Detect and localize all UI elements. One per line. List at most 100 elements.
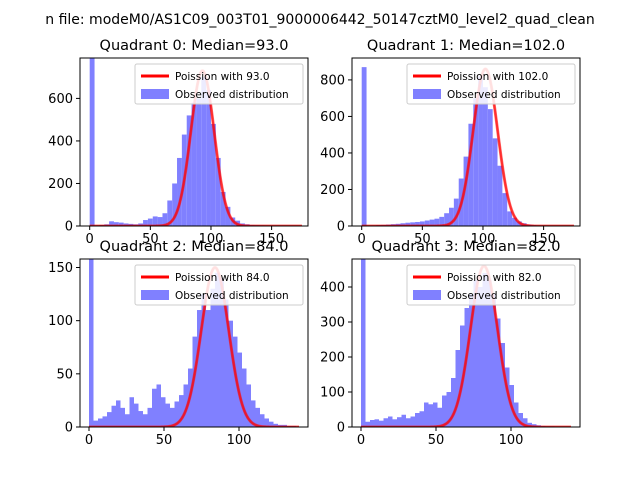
histogram-bar	[161, 397, 166, 427]
legend-label-poisson: Poission with 82.0	[447, 272, 542, 284]
histogram-bar	[183, 384, 188, 427]
y-tick-label: 200	[320, 183, 345, 198]
legend-box	[406, 63, 576, 105]
y-tick-label: 400	[320, 281, 345, 296]
histogram-bar	[111, 405, 116, 427]
legend-bar-swatch	[413, 290, 441, 300]
histogram-bar	[147, 218, 153, 226]
histogram-bar	[437, 407, 442, 427]
histogram-bar	[446, 392, 451, 427]
histogram-bar	[512, 217, 517, 226]
x-tick-label: 50	[414, 232, 431, 247]
y-tick-label: 0	[337, 421, 345, 436]
y-tick-label: 0	[65, 220, 73, 235]
plot-area	[360, 67, 575, 226]
subplot-quadrant-1: 0 50 100 150 0 200 400 600 800 Quadrant 1: Median…	[320, 38, 581, 247]
histogram-bar	[444, 213, 450, 226]
histogram-bar	[129, 397, 134, 427]
histogram-bar	[453, 198, 459, 226]
histogram-bar	[428, 404, 433, 427]
histogram-bar	[220, 191, 226, 226]
x-tick-label: 150	[531, 232, 556, 247]
histogram-bar	[424, 402, 429, 427]
histogram-bar	[451, 378, 456, 427]
histogram-bar	[191, 102, 197, 226]
y-tick-label: 400	[48, 134, 73, 149]
x-tick-label: 100	[471, 232, 496, 247]
histogram-bar	[165, 403, 170, 427]
legend-label-observed: Observed distribution	[447, 89, 561, 101]
histogram-bar	[397, 417, 402, 427]
histogram-bar	[107, 412, 112, 427]
y-tick-label: 50	[56, 367, 73, 382]
x-tick-label: 0	[357, 433, 365, 448]
y-tick-label: 400	[320, 146, 345, 161]
legend: Poission with 82.0 Observed distribution	[406, 264, 576, 306]
subplot-title: Quadrant 0: Median=93.0	[100, 38, 289, 54]
histogram-bar	[496, 318, 501, 427]
histogram-bar	[415, 221, 420, 226]
histogram-bar	[429, 219, 435, 226]
histogram-bar	[392, 419, 397, 427]
y-tick-label: 600	[48, 92, 73, 107]
histogram-bar	[455, 350, 460, 427]
histogram-bar	[89, 259, 94, 427]
histogram-bar	[405, 222, 411, 226]
histogram-bar	[482, 87, 488, 226]
histogram-bar	[379, 420, 384, 427]
legend-label-poisson: Poission with 102.0	[447, 71, 548, 83]
y-tick-label: 150	[48, 261, 73, 276]
legend-box	[134, 264, 304, 306]
histogram-bar	[527, 422, 532, 427]
legend: Poission with 93.0 Observed distribution	[134, 63, 304, 105]
histogram-bar	[497, 165, 503, 226]
histogram-bar	[109, 221, 114, 226]
figure-suptitle: n file: modeM0/AS1C09_003T01_9000006442_…	[45, 12, 594, 28]
x-tick-label: 0	[85, 433, 93, 448]
histogram-bar	[424, 220, 430, 226]
histogram-bar	[210, 288, 215, 427]
histogram-bar	[147, 407, 152, 427]
legend-box	[406, 264, 576, 306]
histogram-bar	[507, 211, 513, 226]
histogram-bar	[255, 407, 260, 427]
histogram-bar	[206, 89, 211, 226]
histogram-bar	[419, 411, 424, 427]
histogram-bar	[415, 413, 420, 427]
y-tick-label: 800	[320, 73, 345, 88]
histogram-bar	[388, 416, 393, 427]
histogram-bar	[219, 278, 224, 427]
histogram-bar	[206, 310, 211, 427]
histogram-bar	[215, 272, 220, 427]
histogram-bar	[410, 222, 416, 226]
histogram-bar	[518, 413, 523, 427]
histogram-bar	[102, 416, 107, 427]
histogram-bar	[478, 76, 483, 226]
legend-bar-swatch	[141, 290, 169, 300]
histogram-bar	[469, 294, 474, 427]
histogram-bar	[170, 407, 175, 427]
histogram-bar	[167, 200, 173, 226]
histogram-bar	[225, 206, 231, 226]
legend-bar-swatch	[413, 89, 441, 99]
histogram-bar	[201, 294, 206, 427]
histogram-bar	[374, 419, 379, 427]
histogram-bar	[487, 109, 493, 226]
histogram-bar	[192, 336, 197, 427]
subplot-quadrant-3: 0 50 100 0 100 200 300 400 Quadrant 3: Median=82…	[320, 239, 581, 448]
histogram-bar	[242, 368, 247, 427]
histogram-bar	[434, 218, 440, 226]
histogram-bar	[197, 310, 202, 427]
histogram-bar	[196, 98, 202, 226]
histogram-bar	[201, 77, 207, 226]
histogram-bar	[505, 367, 510, 427]
histogram-bar	[233, 336, 238, 427]
y-tick-label: 300	[320, 316, 345, 331]
histogram-bar	[487, 280, 492, 427]
histogram-bar	[273, 423, 278, 427]
histogram-bar	[492, 138, 498, 226]
histogram-bar	[410, 416, 415, 427]
subplot-title: Quadrant 3: Median=82.0	[372, 239, 561, 255]
histogram-bar	[179, 395, 184, 427]
histogram-bar	[260, 414, 265, 427]
